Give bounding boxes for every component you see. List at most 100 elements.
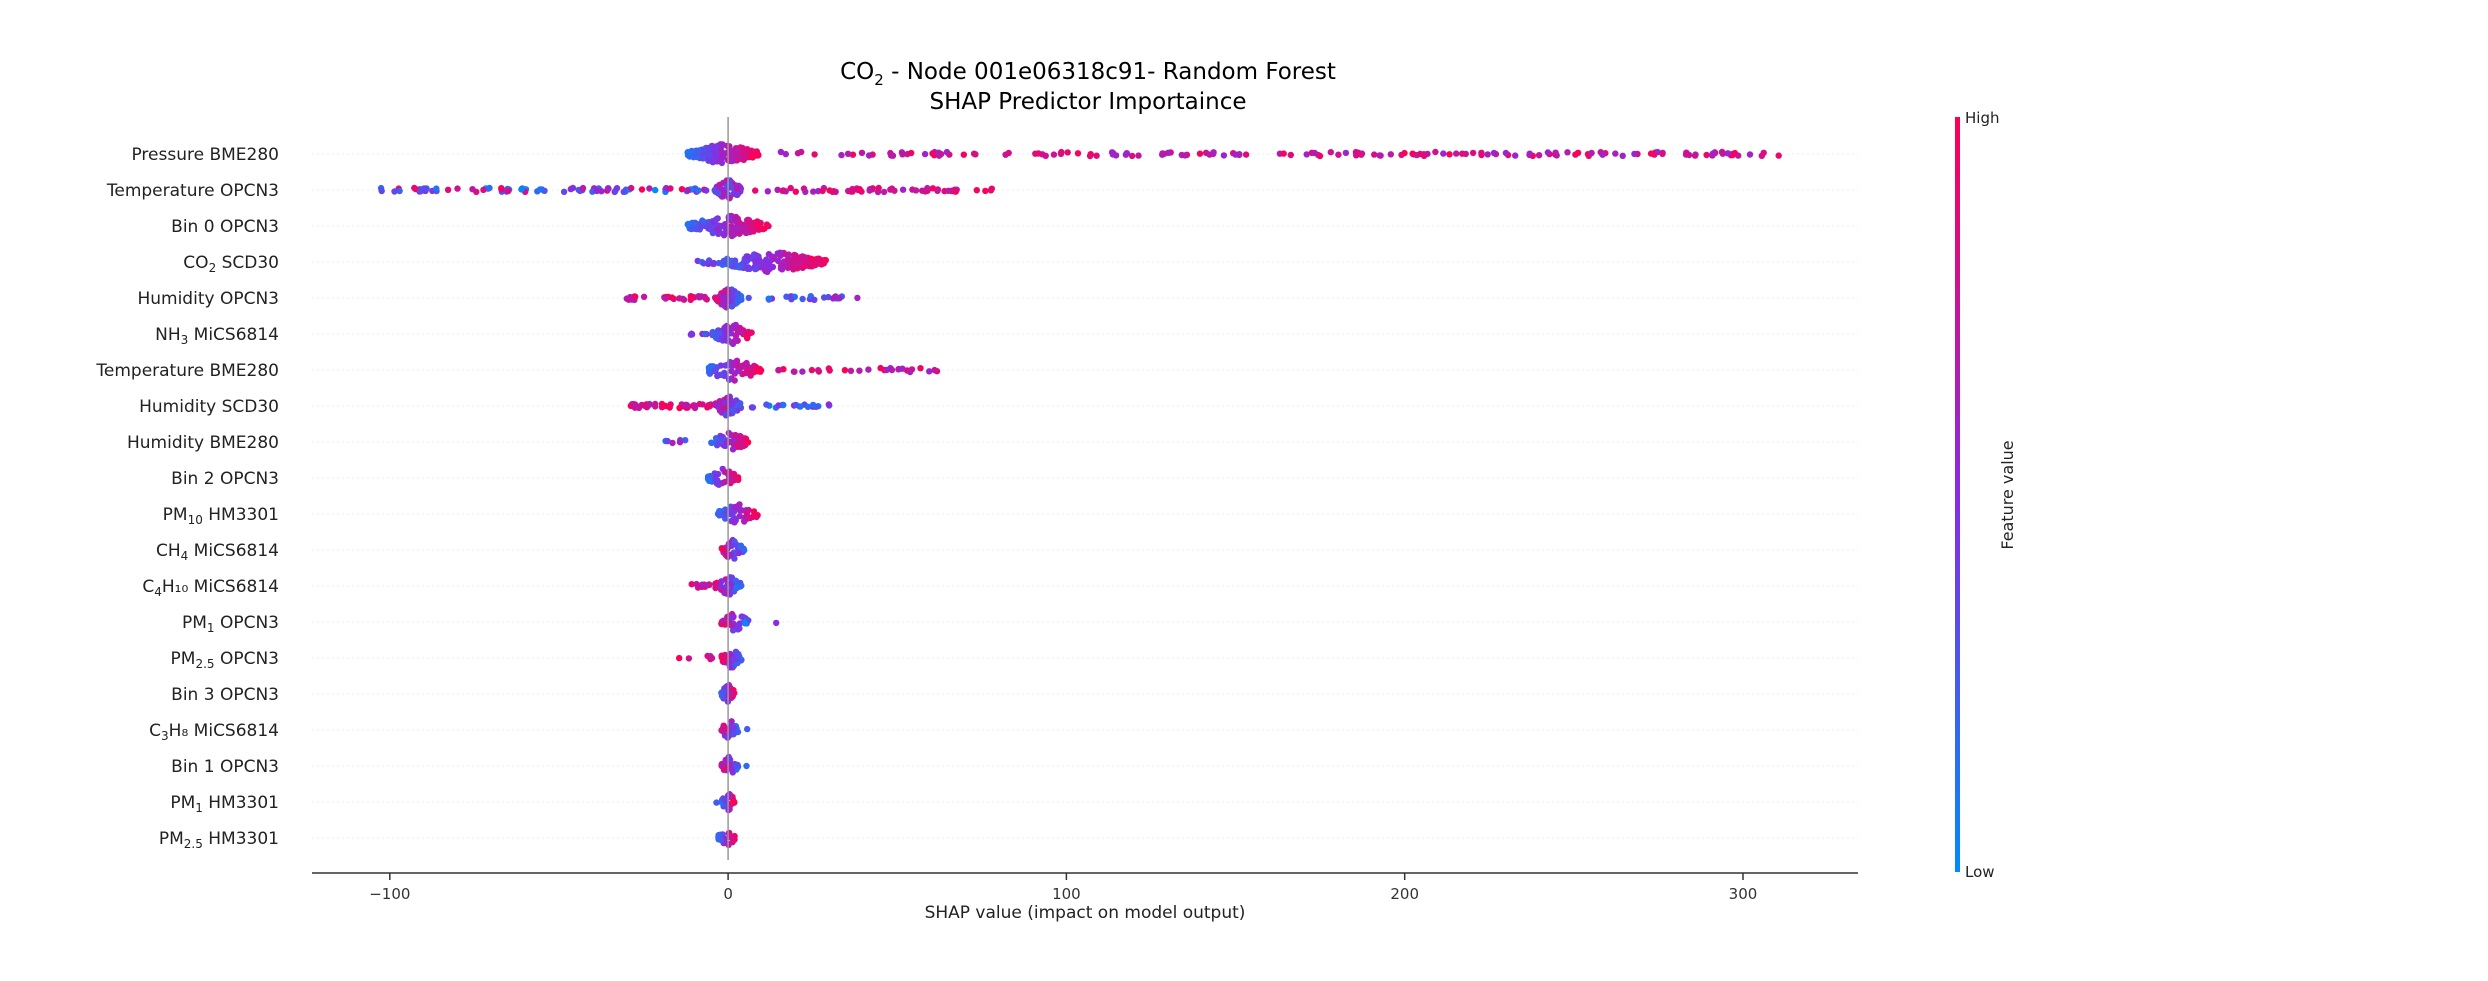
shap-dot <box>1122 151 1130 158</box>
shap-dot <box>685 220 692 228</box>
shap-dot <box>690 220 697 228</box>
shap-dot <box>678 186 686 193</box>
shap-dot <box>1335 151 1342 158</box>
shap-dot <box>1042 152 1049 159</box>
shap-dot <box>744 439 752 446</box>
shap-dot <box>727 614 735 621</box>
shap-dot <box>819 187 826 195</box>
shap-dot <box>705 144 713 152</box>
shap-dot <box>715 832 722 839</box>
shap-dot <box>712 334 720 341</box>
shap-dot <box>788 262 795 270</box>
shap-dot <box>773 619 780 627</box>
colorbar-high-label: High <box>1965 109 1999 127</box>
shap-dot <box>811 296 818 303</box>
shap-dot <box>856 367 863 374</box>
shap-dot <box>454 185 461 192</box>
shap-dot <box>908 149 915 157</box>
shap-dot <box>788 296 795 303</box>
shap-dot <box>729 837 737 845</box>
shap-dot <box>754 222 761 229</box>
shap-dot <box>738 507 745 514</box>
shap-dot <box>727 551 734 558</box>
shap-dot <box>785 258 792 265</box>
shap-dot <box>854 294 861 302</box>
shap-dot <box>856 186 863 193</box>
shap-dot <box>706 152 713 159</box>
shap-dot <box>719 689 727 696</box>
shap-dot <box>1353 152 1360 159</box>
shap-dot <box>775 366 783 374</box>
shap-dot <box>774 186 781 193</box>
shap-dot <box>749 513 756 520</box>
shap-dot <box>811 151 818 158</box>
shap-dot <box>1535 152 1543 159</box>
shap-dot <box>1469 149 1477 157</box>
shap-dot <box>662 402 669 410</box>
shap-dot <box>869 151 876 158</box>
shap-dot <box>836 294 843 302</box>
shap-dot <box>1280 150 1287 157</box>
shap-dot <box>754 258 761 265</box>
shap-dot <box>982 187 989 195</box>
shap-dot <box>1719 150 1727 157</box>
shap-dot <box>721 294 729 302</box>
shap-dot <box>699 155 707 162</box>
shap-dot <box>799 368 806 375</box>
shap-dot <box>652 403 659 410</box>
feature-label: CH4 MiCS6814 <box>156 541 279 563</box>
shap-dot <box>858 149 866 156</box>
shap-dot <box>1502 149 1510 157</box>
shap-dot <box>734 290 742 297</box>
shap-dot <box>778 266 786 273</box>
title-rest: - Node 001e06318c91- Random Forest <box>884 59 1336 85</box>
shap-dot <box>738 442 745 449</box>
shap-dot <box>378 187 385 195</box>
shap-dot <box>719 300 726 307</box>
shap-dot <box>761 225 768 232</box>
shap-dot <box>899 151 906 158</box>
colorbar-low-label: Low <box>1965 863 1995 881</box>
shap-dot <box>917 365 924 372</box>
shap-dot <box>1093 152 1100 159</box>
shap-dot <box>729 446 737 453</box>
shap-dot <box>723 590 731 597</box>
shap-dot <box>734 215 741 223</box>
shap-dot <box>841 367 849 374</box>
shap-dot <box>1490 149 1498 157</box>
shap-dot <box>721 797 728 804</box>
shap-dot <box>696 400 703 408</box>
shap-dot <box>1420 152 1428 159</box>
chart-title-line2: SHAP Predictor Importaince <box>929 89 1246 115</box>
shap-dot <box>718 761 726 769</box>
shap-dot <box>814 257 821 265</box>
shap-dot <box>1544 149 1552 156</box>
shap-dot <box>802 188 809 195</box>
shap-dot <box>1220 152 1228 159</box>
shap-dot <box>792 401 800 409</box>
shap-dot <box>1746 151 1754 158</box>
shap-dot <box>725 214 733 221</box>
shap-dot <box>719 545 726 553</box>
shap-dot <box>796 260 803 267</box>
shap-dot <box>731 377 738 384</box>
shap-dot <box>831 294 838 301</box>
shap-dot <box>721 404 728 412</box>
shap-dot <box>736 401 744 408</box>
shap-dot <box>732 337 739 345</box>
shap-dot <box>790 368 798 375</box>
shap-dot <box>688 294 696 301</box>
shap-dot <box>1574 149 1582 156</box>
shap-dot <box>815 367 822 374</box>
shap-dot <box>718 652 725 659</box>
shap-dot <box>808 366 816 374</box>
shap-dot <box>734 146 741 154</box>
title-co: CO <box>840 59 874 85</box>
feature-label: Bin 1 OPCN3 <box>171 757 279 777</box>
shap-dot <box>1128 152 1136 160</box>
shap-dot <box>731 503 739 511</box>
shap-dot <box>664 437 671 445</box>
shap-dot <box>411 184 418 192</box>
shap-dot <box>748 152 755 159</box>
shap-dot <box>1432 148 1439 156</box>
